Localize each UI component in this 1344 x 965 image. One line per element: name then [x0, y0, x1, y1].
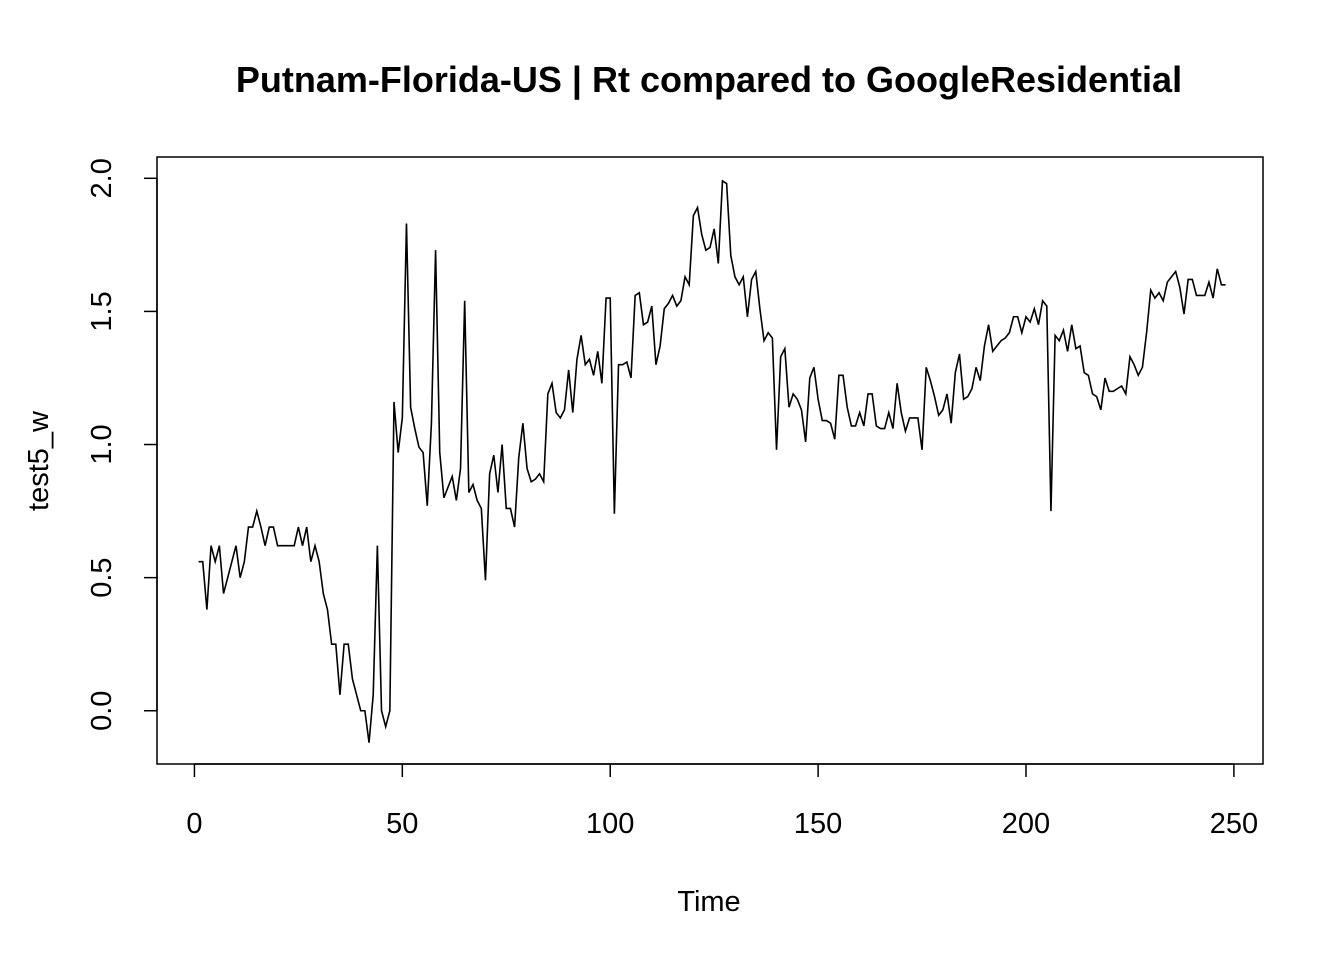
- y-tick-label: 1.5: [86, 291, 118, 331]
- y-axis-label: test5_w: [23, 410, 55, 511]
- x-tick-label: 200: [1002, 808, 1050, 840]
- x-tick-label: 150: [794, 808, 842, 840]
- y-tick-label: 2.0: [86, 158, 118, 198]
- x-tick-label: 100: [586, 808, 634, 840]
- x-axis-label: Time: [677, 886, 740, 918]
- y-axis: 0.0 0.5 1.0 1.5 2.0: [86, 158, 158, 731]
- x-tick-label: 0: [186, 808, 202, 840]
- series-layer: [198, 179, 1226, 743]
- x-tick-label: 50: [386, 808, 418, 840]
- x-tick-label: 250: [1210, 808, 1258, 840]
- series-line: [198, 179, 1226, 743]
- x-axis: 0 50 100 150 200 250: [186, 763, 1258, 840]
- y-tick-label: 0.5: [86, 557, 118, 597]
- y-tick-label: 0.0: [86, 691, 118, 731]
- chart-title: Putnam-Florida-US | Rt compared to Googl…: [236, 59, 1182, 101]
- y-tick-label: 1.0: [86, 424, 118, 464]
